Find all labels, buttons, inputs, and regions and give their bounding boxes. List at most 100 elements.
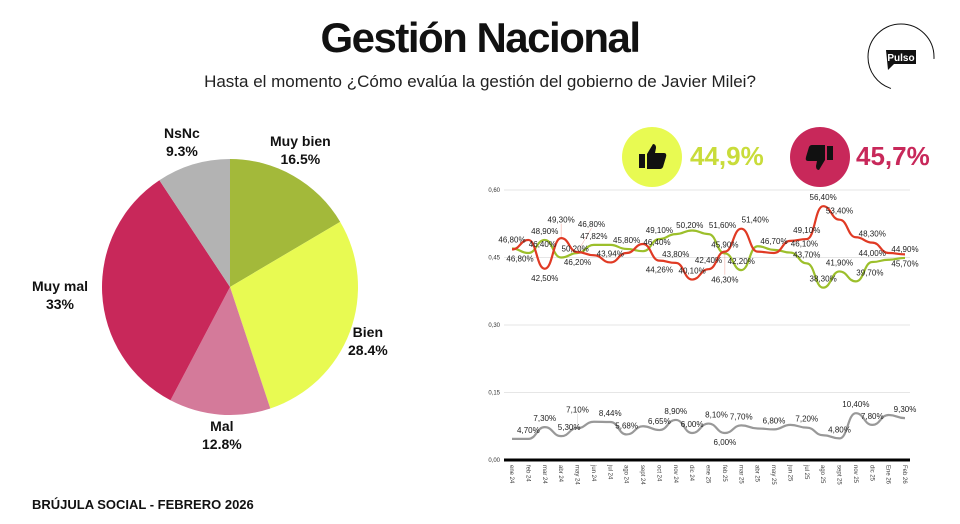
data-label: 47,82% — [580, 232, 607, 241]
y-tick-label: 0,60 — [488, 188, 500, 194]
data-label: 8,44% — [599, 409, 622, 418]
x-tick-label: ene 24 — [508, 465, 514, 484]
data-label: 8,10% — [705, 411, 728, 420]
data-label: 7,20% — [795, 415, 818, 424]
pie-slice-mal — [170, 287, 271, 415]
data-label: 46,20% — [564, 258, 591, 267]
x-tick-label: mar 24 — [541, 465, 547, 484]
pie-label-bien: Bien 28.4% — [348, 324, 388, 358]
data-label: 44,26% — [646, 266, 673, 275]
data-label: 48,30% — [859, 230, 886, 239]
data-label: 6,00% — [714, 438, 737, 447]
y-tick-label: 0,30 — [488, 323, 500, 329]
data-label: 48,90% — [531, 227, 558, 236]
data-label: 10,40% — [842, 400, 869, 409]
data-label: 4,80% — [828, 425, 851, 434]
data-label: 46,40% — [643, 238, 670, 247]
x-tick-label: may 24 — [574, 465, 580, 485]
y-tick-label: 0,15 — [488, 391, 500, 397]
data-label: 51,40% — [742, 216, 769, 225]
pie-label-mal: Mal 12.8% — [202, 418, 242, 452]
data-label: 7,30% — [533, 414, 556, 423]
x-tick-label: dic 24 — [688, 465, 694, 482]
x-tick-label: ene 25 — [705, 465, 711, 484]
data-label: 44,00% — [859, 249, 886, 258]
x-tick-label: Ene 26 — [885, 465, 891, 485]
data-label: 44,90% — [891, 245, 918, 254]
x-tick-label: oct 24 — [655, 465, 661, 482]
x-tick-label: ago 25 — [819, 465, 825, 484]
x-tick-label: abr 25 — [754, 465, 760, 483]
footer-label: BRÚJULA SOCIAL - FEBRERO 2026 — [32, 497, 254, 512]
pie-slice-muy-bien — [230, 159, 341, 287]
pie-chart — [102, 159, 358, 415]
x-tick-label: abr 24 — [557, 465, 563, 483]
data-label: 42,50% — [531, 274, 558, 283]
pie-label-nsnc: NsNc 9.3% — [164, 125, 200, 159]
data-label: 43,70% — [793, 250, 820, 259]
x-tick-label: jul 24 — [606, 464, 612, 480]
data-label: 42,20% — [728, 257, 755, 266]
thumbs-up-icon — [622, 127, 682, 187]
data-label: 5,30% — [558, 423, 581, 432]
series-line-desaprueba — [511, 205, 906, 281]
thumbs-down-icon — [790, 127, 850, 187]
positive-percent: 44,9% — [690, 141, 764, 171]
x-tick-label: feb 25 — [721, 465, 727, 482]
x-tick-label: sept 24 — [639, 465, 645, 485]
data-label: 45,90% — [711, 240, 738, 249]
data-label: 46,40% — [529, 240, 556, 249]
data-label: 46,10% — [791, 240, 818, 249]
data-label: 45,80% — [613, 236, 640, 245]
data-label: 43,80% — [662, 250, 689, 259]
data-label: 6,80% — [763, 416, 786, 425]
data-label: 50,20% — [562, 245, 589, 254]
y-tick-label: 0,00 — [488, 458, 500, 464]
x-tick-label: nov 24 — [672, 465, 678, 484]
x-tick-label: jul 25 — [803, 464, 809, 480]
data-label: 51,60% — [709, 221, 736, 230]
data-label: 49,10% — [646, 226, 673, 235]
data-label: 56,40% — [810, 193, 837, 202]
data-label: 43,94% — [597, 249, 624, 258]
pie-label-muy-mal: Muy mal 33% — [32, 278, 89, 312]
svg-text:Pulso: Pulso — [887, 53, 914, 64]
pulso-logo: Pulso — [867, 23, 935, 91]
label-leaders — [560, 223, 726, 429]
data-label: 9,30% — [894, 405, 917, 414]
data-label: 7,80% — [861, 412, 884, 421]
data-label: 40,10% — [679, 267, 706, 276]
data-label: 7,10% — [566, 406, 589, 415]
data-label: 46,80% — [506, 254, 533, 263]
page-title: Gestión Nacional — [320, 14, 641, 61]
data-label: 50,20% — [676, 221, 703, 230]
data-label: 49,30% — [548, 216, 575, 225]
data-label: 53,40% — [826, 207, 853, 216]
x-tick-label: may 25 — [770, 465, 776, 485]
data-label: 4,70% — [517, 426, 540, 435]
data-label: 5,68% — [615, 421, 638, 430]
data-label: 39,70% — [856, 268, 883, 277]
data-label: 6,65% — [648, 417, 671, 426]
data-label: 45,70% — [891, 259, 918, 268]
data-label: 46,30% — [711, 276, 738, 285]
x-tick-label: sept 25 — [836, 465, 842, 485]
page-subtitle: Hasta el momento ¿Cómo evalúa la gestión… — [204, 72, 756, 91]
data-label: 41,90% — [826, 258, 853, 267]
data-label: 6,00% — [681, 420, 704, 429]
data-label: 8,90% — [664, 407, 687, 416]
x-tick-label: nov 25 — [852, 465, 858, 484]
x-tick-label: jun 25 — [786, 464, 792, 482]
data-label: 46,80% — [498, 236, 525, 245]
x-tick-label: mar 25 — [737, 465, 743, 484]
pie-slice-bien — [230, 221, 358, 409]
pie-slice-nsnc — [159, 159, 230, 287]
pie-label-muy-bien: Muy bien 16.5% — [270, 133, 331, 167]
data-label: 46,70% — [760, 237, 787, 246]
data-label: 7,70% — [730, 412, 753, 421]
data-label: 38,30% — [810, 275, 837, 284]
line-chart: 0,00 0,15 0,30 0,45 0,60 ene 24 feb 24 mar 24 ab… — [488, 188, 918, 485]
x-tick-label: dic 25 — [868, 465, 874, 482]
x-tick-label: Feb 26 — [901, 465, 907, 484]
data-label: 42,40% — [695, 256, 722, 265]
